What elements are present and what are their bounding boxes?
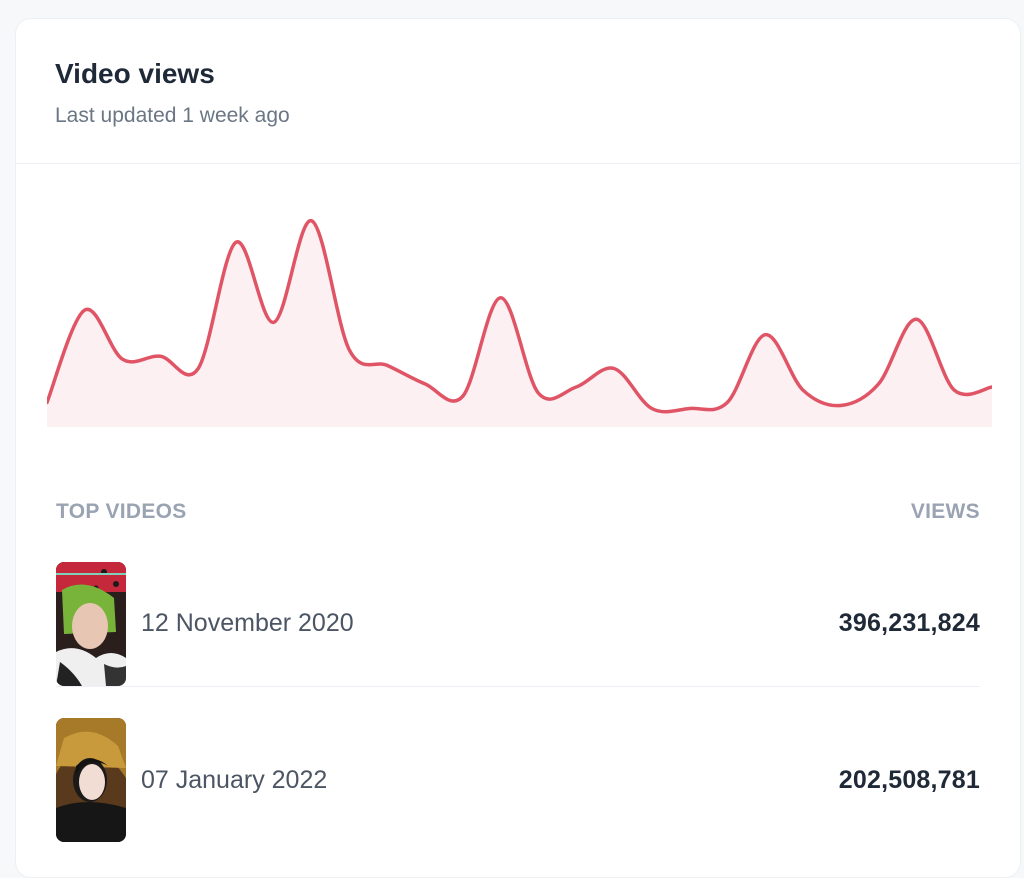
video-thumbnail[interactable] (56, 561, 126, 686)
card-title: Video views (55, 58, 215, 89)
chart-area-fill (47, 220, 992, 427)
video-views-count: 396,231,824 (838, 609, 980, 637)
video-views-count: 202,508,781 (838, 765, 980, 794)
card-header: Video views Last updated 1 week ago (16, 19, 1020, 164)
table-row[interactable]: 07 January 2022 202,508,781 (56, 717, 980, 843)
column-header-top-videos: TOP VIDEOS (56, 500, 187, 523)
video-date: 12 November 2020 (141, 609, 354, 637)
chart-series-line (47, 219, 992, 414)
video-date: 07 January 2022 (141, 765, 328, 794)
video-thumbnail[interactable] (56, 718, 126, 842)
table-row[interactable]: 12 November 2020 396,231,824 (56, 561, 980, 687)
views-area-chart (47, 219, 992, 427)
video-views-card: Video views Last updated 1 week ago TOP … (15, 18, 1021, 878)
top-videos-table-header: TOP VIDEOS VIEWS (56, 500, 980, 528)
column-header-views: VIEWS (910, 500, 980, 523)
last-updated-text: Last updated 1 week ago (55, 104, 290, 127)
